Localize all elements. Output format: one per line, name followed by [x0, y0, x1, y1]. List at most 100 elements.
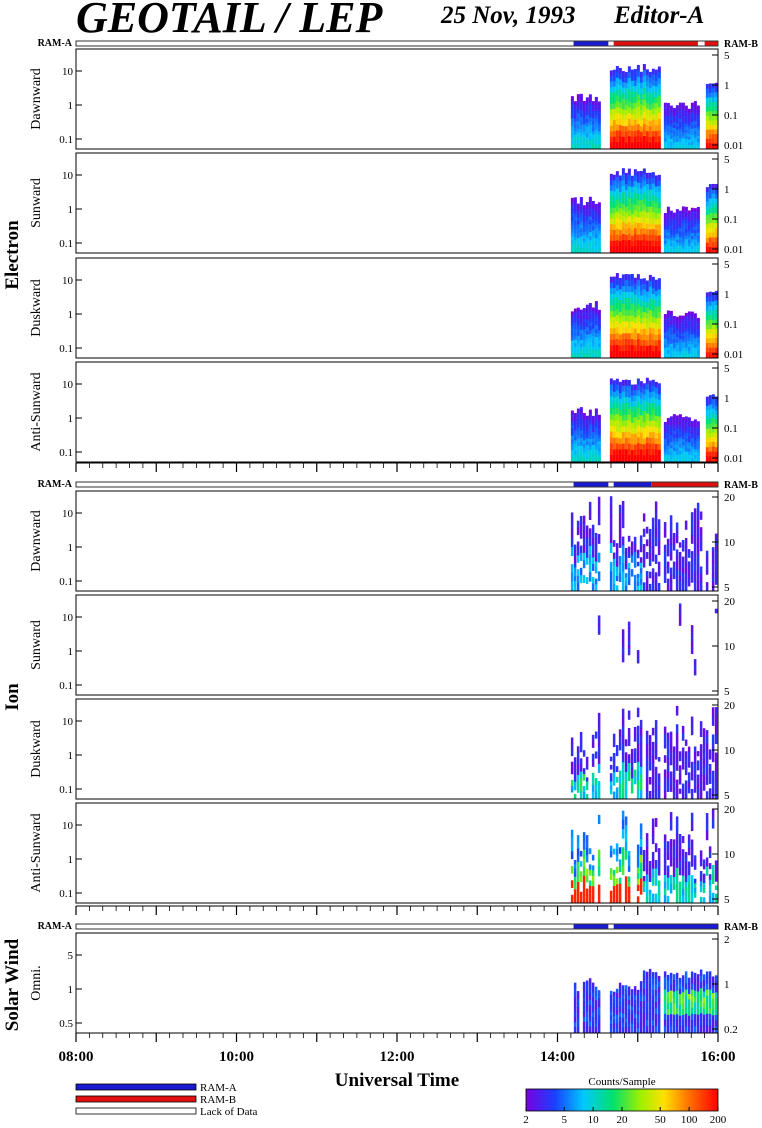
- spectrogram-cell: [669, 324, 673, 328]
- spectrogram-cell: [579, 778, 583, 786]
- spectrogram-cell: [645, 881, 649, 889]
- spectrogram-cell: [687, 993, 691, 1000]
- spectrogram-cell: [621, 216, 625, 223]
- spectrogram-cell: [648, 392, 652, 399]
- spectrogram-cell: [705, 138, 709, 145]
- spectrogram-cell: [678, 342, 682, 346]
- spectrogram-cell: [639, 579, 643, 586]
- spectrogram-cell: [612, 397, 616, 404]
- spectrogram-cell: [636, 561, 640, 567]
- spectrogram-cell: [663, 868, 667, 876]
- spectrogram-cell: [618, 791, 622, 799]
- spectrogram-cell: [621, 828, 625, 839]
- spectrogram-cell: [585, 544, 589, 552]
- spectrogram-cell: [636, 989, 640, 995]
- spectrogram-cell: [648, 877, 652, 882]
- spectrogram-cell: [579, 445, 583, 451]
- spectrogram-cell: [651, 978, 655, 985]
- spectrogram-cell: [705, 777, 709, 785]
- spectrogram-cell: [675, 111, 679, 115]
- spectrogram-cell: [675, 990, 679, 997]
- spectrogram-cell: [609, 224, 613, 231]
- spectrogram-cell: [684, 1007, 688, 1015]
- spectrogram-cell: [711, 1020, 715, 1027]
- spectrogram-cell: [573, 131, 577, 136]
- spectrogram-cell: [594, 445, 598, 451]
- spectrogram-cell: [612, 202, 616, 209]
- spectrogram-cell: [654, 743, 658, 752]
- spectrogram-cell: [663, 435, 667, 440]
- spectrogram-cell: [588, 1015, 592, 1022]
- spectrogram-cell: [705, 405, 709, 412]
- spectrogram-cell: [570, 424, 574, 430]
- spectrogram-cell: [675, 788, 679, 799]
- spectrogram-cell: [642, 174, 646, 182]
- y-tick-label-right: 5: [724, 894, 730, 906]
- spectrogram-cell: [639, 823, 643, 832]
- spectrogram-cell: [579, 228, 583, 233]
- spectrogram-cell: [657, 311, 661, 319]
- spectrogram-cell: [576, 769, 580, 776]
- spectrogram-cell: [609, 322, 613, 329]
- spectrogram-cell: [591, 865, 595, 872]
- spectrogram-cell: [699, 871, 703, 877]
- spectrogram-cell: [597, 628, 601, 632]
- spectrogram-cell: [663, 458, 667, 462]
- spectrogram-cell: [705, 570, 709, 575]
- spectrogram-cell: [714, 997, 718, 1005]
- spectrogram-cell: [687, 122, 691, 127]
- spectrogram-cell: [681, 315, 685, 320]
- spectrogram-cell: [645, 285, 649, 293]
- spectrogram-cell: [654, 334, 658, 342]
- spectrogram-cell: [684, 229, 688, 234]
- spectrogram-cell: [594, 305, 598, 310]
- spectrogram-cell: [708, 296, 712, 302]
- spectrogram-cell: [702, 1008, 706, 1016]
- spectrogram-cell: [612, 449, 616, 456]
- y-tick-label-right: 20: [724, 596, 736, 608]
- spectrogram-cell: [705, 562, 709, 567]
- spectrogram-cell: [621, 420, 625, 427]
- spectrogram-cell: [675, 345, 679, 349]
- spectrogram-cell: [570, 228, 574, 234]
- spectrogram-cell: [639, 1006, 643, 1013]
- spectrogram-cell: [597, 444, 601, 449]
- spectrogram-cell: [636, 1019, 640, 1025]
- spectrogram-cell: [639, 426, 643, 434]
- spectrogram-cell: [576, 520, 580, 529]
- spectrogram-cell: [702, 985, 706, 993]
- spectrogram-cell: [624, 333, 628, 340]
- spectrogram-cell: [690, 311, 694, 316]
- spectrogram-cell: [696, 126, 700, 131]
- spectrogram-cell: [621, 391, 625, 398]
- spectrogram-cell: [687, 145, 691, 149]
- spectrogram-cell: [693, 1026, 697, 1033]
- spectrogram-cell: [666, 457, 670, 462]
- spectrogram-cell: [711, 203, 715, 209]
- spectrogram-cell: [684, 120, 688, 125]
- spectrogram-cell: [582, 430, 586, 435]
- y-tick-label-left: 0.1: [59, 134, 73, 146]
- spectrogram-cell: [693, 144, 697, 149]
- spectrogram-cell: [594, 144, 598, 149]
- spectrogram-cell: [672, 572, 676, 580]
- spectrogram-cell: [675, 248, 679, 253]
- spectrogram-cell: [627, 77, 631, 85]
- spectrogram-cell: [699, 566, 703, 575]
- spectrogram-cell: [597, 431, 601, 436]
- spectrogram-cell: [642, 411, 646, 418]
- spectrogram-cell: [678, 612, 682, 615]
- spectrogram-cell: [615, 176, 619, 184]
- spectrogram-cell: [621, 449, 625, 456]
- spectrogram-cell: [663, 338, 667, 343]
- spectrogram-cell: [597, 313, 601, 318]
- spectrogram-cell: [579, 784, 583, 792]
- spectrogram-cell: [684, 216, 688, 221]
- spectrogram-cell: [624, 201, 628, 208]
- spectrogram-cell: [693, 508, 697, 518]
- spectrogram-cell: [579, 891, 583, 898]
- spectrogram-cell: [645, 280, 649, 287]
- spectrogram-cell: [714, 424, 718, 430]
- spectrogram-cell: [651, 1020, 655, 1027]
- spectrogram-cell: [624, 339, 628, 346]
